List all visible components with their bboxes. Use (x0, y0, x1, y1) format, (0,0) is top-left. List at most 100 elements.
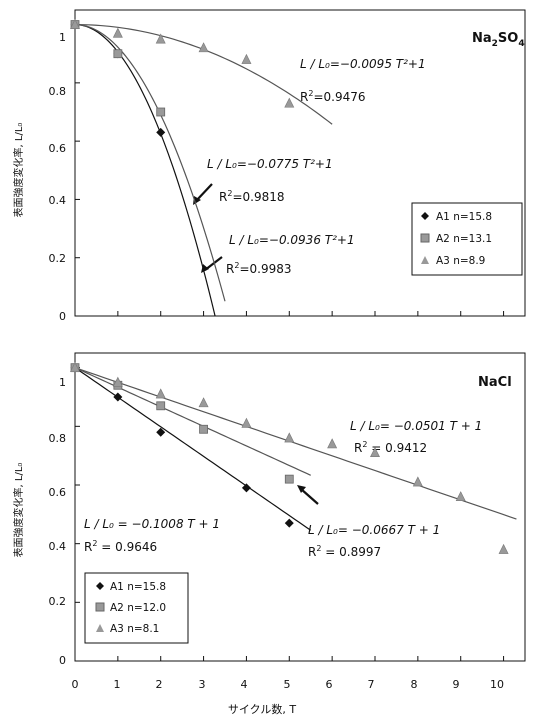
data-point-triangle (327, 438, 338, 449)
data-point-diamond (284, 518, 294, 528)
data-point-triangle (70, 361, 80, 372)
x-tick-label: 1 (114, 678, 121, 691)
plot-area (70, 361, 517, 662)
data-point-square (113, 49, 123, 59)
fit-equation: L / L₀= −0.0667 T + 1 (308, 523, 440, 537)
y-tick-label: 0 (59, 654, 66, 667)
data-point-triangle (284, 97, 295, 108)
fit-line (74, 23, 216, 317)
fit-equation: L / L₀=−0.0775 T²+1 (207, 157, 333, 171)
y-tick-label: 0.6 (49, 486, 67, 499)
plot-area (70, 18, 505, 317)
fit-r2: R2 = 0.9646 (84, 539, 157, 554)
x-tick-label: 10 (490, 678, 504, 691)
fit-line (74, 23, 333, 125)
x-tick-label: 7 (368, 678, 375, 691)
legend-box (411, 202, 523, 276)
fit-r2: R2 = 0.9412 (354, 440, 427, 455)
x-tick-label: 3 (199, 678, 206, 691)
legend-marker-diamond (96, 582, 104, 590)
y-tick-label: 0.4 (49, 194, 67, 207)
data-point-triangle (112, 27, 123, 38)
legend-label: A1 n=15.8 (436, 211, 492, 223)
annotation-arrow (297, 485, 319, 505)
fit-r2: R2=0.9818 (219, 189, 284, 204)
fit-equation: L / L₀=−0.0095 T²+1 (300, 57, 426, 71)
data-point-triangle (455, 491, 466, 502)
y-tick-label: 0.6 (49, 142, 67, 155)
plot-frame (74, 9, 526, 317)
legend-marker-diamond (421, 212, 429, 220)
fit-r2: R2 = 0.8997 (308, 544, 381, 559)
legend-marker-triangle (421, 256, 429, 264)
legend-marker-triangle (96, 624, 104, 632)
y-tick-label: 0.4 (49, 540, 67, 553)
y-tick-label: 1 (59, 31, 66, 44)
y-tick-label: 0.2 (49, 252, 67, 265)
data-point-triangle (241, 417, 252, 428)
data-point-triangle (70, 18, 80, 29)
data-point-diamond (113, 392, 123, 402)
fit-equation: L / L₀ = −0.1008 T + 1 (84, 517, 220, 531)
data-point-square (284, 474, 294, 484)
data-point-triangle (498, 543, 509, 554)
data-point-square (199, 424, 208, 434)
x-axis-labels: 0 1 2 3 4 5 6 7 8 9 10 (72, 678, 505, 691)
legend-label: A2 n=13.1 (436, 233, 492, 245)
y-tick-label: 0.8 (49, 432, 67, 445)
x-tick-label: 8 (411, 678, 418, 691)
fit-equation: L / L₀= −0.0501 T + 1 (350, 419, 482, 433)
x-tick-label: 9 (453, 678, 460, 691)
data-point-square (156, 107, 166, 117)
y-tick-label: 0 (59, 310, 66, 323)
fit-line (74, 23, 226, 302)
x-axis-title: サイクル数, T (228, 703, 296, 716)
legend: A1 n=15.8 A2 n=12.0 A3 n=8.1 (84, 572, 189, 644)
y-axis-labels: 0 0.2 0.4 0.6 0.8 1 (49, 31, 67, 323)
fit-line (74, 367, 517, 520)
y-axis-title: 表面強度変化率, L/L₀ (12, 463, 25, 558)
data-point-triangle (198, 42, 209, 53)
data-point-triangle (241, 53, 252, 64)
legend-label: A1 n=15.8 (110, 581, 166, 593)
legend-marker-square (95, 602, 105, 612)
panel-title: NaCl (478, 375, 512, 390)
x-tick-label: 2 (156, 678, 163, 691)
legend-label: A3 n=8.9 (436, 255, 485, 267)
x-tick-label: 6 (326, 678, 333, 691)
legend-label: A3 n=8.1 (110, 623, 159, 635)
legend-marker-square (420, 233, 430, 243)
x-tick-label: 5 (284, 678, 291, 691)
data-point-triangle (198, 397, 209, 408)
y-tick-label: 0.2 (49, 595, 67, 608)
panel-title: Na2SO4 (472, 31, 525, 49)
plot-frame (74, 352, 526, 662)
panel-na2so4: 0 0.2 0.4 0.6 0.8 1 表面強度変化率, L/L₀ Na2SO4… (12, 9, 526, 323)
y-tick-label: 1 (59, 376, 66, 389)
y-tick-label: 0.8 (49, 85, 67, 98)
annotation-arrow (193, 183, 213, 205)
y-axis-labels: 0 0.2 0.4 0.6 0.8 1 (49, 376, 67, 667)
data-point-triangle (412, 476, 423, 487)
fit-equation: L / L₀=−0.0936 T²+1 (229, 233, 355, 247)
data-point-triangle (155, 33, 166, 44)
fit-line (74, 367, 312, 531)
data-point-square (156, 401, 166, 411)
data-point-triangle (155, 388, 166, 399)
panel-nacl: 0 0.2 0.4 0.6 0.8 1 表面強度変化率, L/L₀ 0 1 2 … (12, 352, 526, 716)
x-tick-label: 4 (241, 678, 248, 691)
data-point-triangle (370, 447, 380, 458)
fit-line (74, 367, 311, 476)
legend: A1 n=15.8 A2 n=13.1 A3 n=8.9 (411, 202, 523, 276)
data-point-triangle (284, 432, 295, 443)
data-point-diamond (241, 483, 251, 493)
y-axis-title: 表面強度変化率, L/L₀ (12, 123, 25, 218)
data-point-triangle (112, 376, 123, 387)
fit-r2: R2=0.9476 (300, 89, 365, 104)
x-tick-label: 0 (72, 678, 79, 691)
data-point-diamond (156, 427, 166, 437)
fit-r2: R2=0.9983 (226, 261, 291, 276)
legend-label: A2 n=12.0 (110, 602, 166, 614)
data-point-diamond (156, 127, 166, 137)
